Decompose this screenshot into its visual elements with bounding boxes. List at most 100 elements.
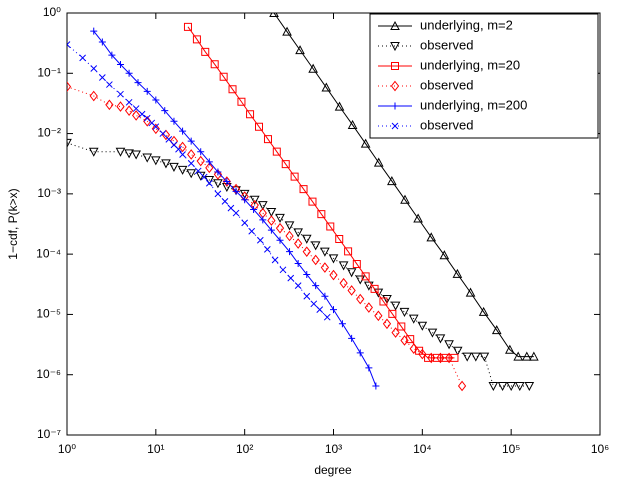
- x-tick-label: 10³: [325, 442, 342, 456]
- marker: [348, 334, 356, 342]
- series-line: [67, 86, 463, 387]
- marker: [299, 185, 308, 194]
- marker: [275, 213, 285, 223]
- marker: [67, 138, 72, 148]
- marker: [263, 135, 272, 144]
- marker: [200, 173, 208, 181]
- marker: [294, 259, 302, 267]
- marker: [344, 247, 353, 256]
- marker: [441, 353, 450, 362]
- legend-label: observed: [420, 37, 473, 52]
- marker: [415, 346, 424, 355]
- marker: [382, 295, 392, 305]
- marker: [143, 115, 152, 127]
- marker: [426, 232, 437, 242]
- x-tick-label: 10²: [236, 442, 253, 456]
- marker: [287, 274, 295, 282]
- marker: [228, 85, 237, 94]
- y-tick-label: 10⁻⁶: [36, 367, 61, 381]
- marker: [390, 42, 400, 52]
- marker: [125, 98, 133, 106]
- marker: [105, 99, 114, 111]
- marker: [491, 325, 502, 335]
- marker: [98, 74, 106, 81]
- marker: [159, 130, 167, 137]
- marker: [294, 282, 302, 290]
- marker: [334, 101, 345, 111]
- marker: [427, 352, 436, 364]
- marker: [272, 147, 281, 156]
- marker: [452, 268, 463, 278]
- marker: [179, 127, 187, 135]
- marker: [90, 65, 98, 72]
- marker: [143, 87, 151, 95]
- marker: [321, 292, 329, 300]
- marker: [124, 149, 134, 159]
- marker: [302, 246, 311, 257]
- marker: [213, 169, 223, 180]
- marker: [316, 306, 324, 314]
- marker: [444, 352, 454, 364]
- marker: [161, 159, 171, 169]
- legend-box: [369, 13, 599, 139]
- marker: [320, 247, 330, 257]
- marker: [210, 60, 219, 69]
- marker: [352, 259, 361, 268]
- plot-area: [67, 13, 539, 392]
- marker: [347, 119, 358, 129]
- marker: [513, 351, 524, 361]
- marker: [205, 158, 213, 166]
- marker: [125, 69, 133, 77]
- marker: [175, 145, 182, 153]
- marker: [178, 141, 187, 153]
- marker: [387, 176, 397, 186]
- marker: [360, 138, 371, 148]
- marker: [286, 248, 294, 256]
- marker: [379, 297, 388, 306]
- marker: [131, 110, 141, 121]
- marker: [338, 320, 346, 328]
- marker: [221, 198, 229, 205]
- marker: [339, 277, 348, 289]
- marker: [88, 147, 99, 157]
- marker: [397, 322, 406, 331]
- y-tick-label: 10⁻²: [37, 126, 61, 140]
- x-tick-label: 10⁰: [58, 442, 76, 456]
- marker: [303, 270, 311, 278]
- marker: [192, 35, 201, 44]
- marker: [267, 215, 276, 226]
- marker: [177, 165, 188, 175]
- marker: [321, 82, 332, 92]
- marker: [326, 222, 335, 231]
- marker: [514, 381, 525, 392]
- marker: [356, 349, 364, 357]
- marker: [169, 162, 179, 172]
- legend-label: underlying, m=20: [420, 57, 520, 72]
- marker: [246, 110, 255, 119]
- marker: [142, 153, 153, 163]
- marker: [98, 38, 106, 46]
- marker: [308, 63, 318, 73]
- y-tick-label: 10⁰: [43, 5, 61, 19]
- marker: [370, 284, 379, 293]
- marker: [108, 51, 116, 59]
- marker: [89, 90, 98, 102]
- marker: [250, 206, 258, 214]
- marker: [257, 201, 268, 211]
- marker: [223, 178, 231, 186]
- marker: [152, 96, 160, 104]
- marker: [399, 307, 410, 317]
- marker: [303, 292, 311, 300]
- marker: [436, 352, 445, 364]
- marker: [197, 148, 205, 156]
- marker: [152, 123, 160, 131]
- marker: [241, 196, 249, 204]
- marker: [134, 79, 142, 87]
- marker: [214, 168, 222, 176]
- marker: [259, 216, 267, 224]
- marker: [335, 235, 344, 244]
- marker: [187, 149, 196, 160]
- marker: [266, 208, 277, 218]
- marker: [356, 293, 365, 305]
- x-tick-label: 10⁵: [502, 442, 520, 456]
